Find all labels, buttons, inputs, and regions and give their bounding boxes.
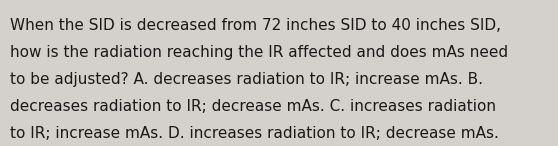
Text: When the SID is decreased from 72 inches SID to 40 inches SID,: When the SID is decreased from 72 inches…	[10, 18, 501, 33]
Text: to IR; increase mAs. D. increases radiation to IR; decrease mAs.: to IR; increase mAs. D. increases radiat…	[10, 126, 499, 141]
Text: decreases radiation to IR; decrease mAs. C. increases radiation: decreases radiation to IR; decrease mAs.…	[10, 99, 496, 114]
Text: how is the radiation reaching the IR affected and does mAs need: how is the radiation reaching the IR aff…	[10, 45, 508, 60]
Text: to be adjusted? A. decreases radiation to IR; increase mAs. B.: to be adjusted? A. decreases radiation t…	[10, 72, 483, 87]
